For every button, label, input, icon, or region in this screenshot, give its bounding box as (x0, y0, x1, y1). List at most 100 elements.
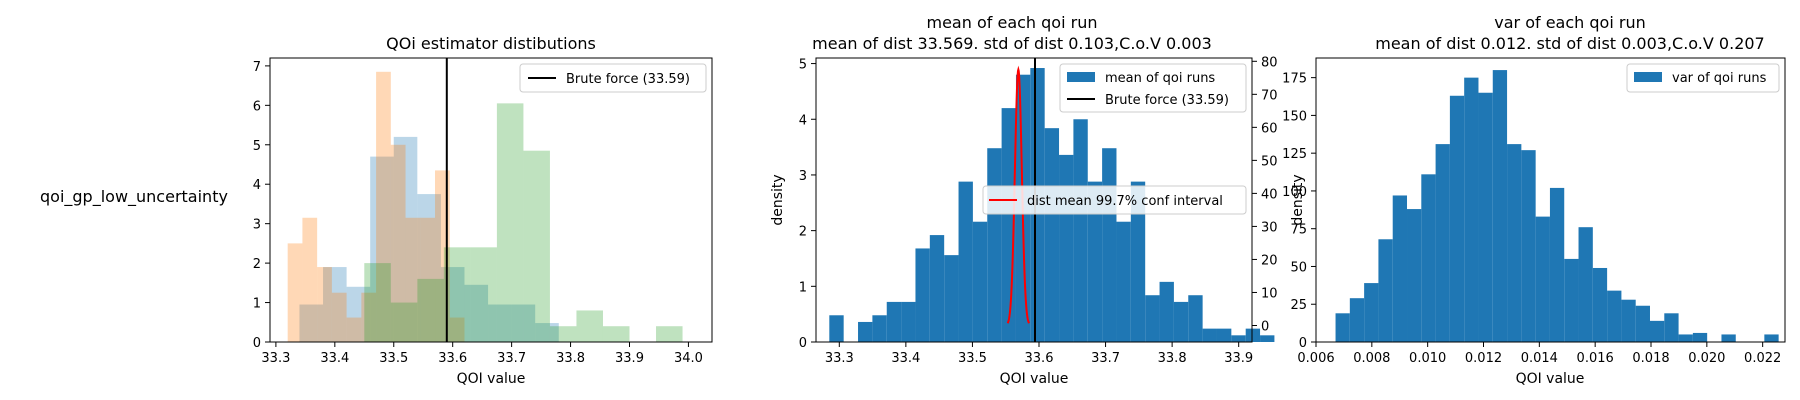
histogram-bar (302, 217, 318, 342)
y-tick-label: 6 (253, 99, 261, 114)
y-tick-label: 1 (799, 280, 807, 295)
legend-box (1059, 63, 1247, 113)
y-tick-label: 4 (253, 178, 261, 193)
histogram-bar (1607, 290, 1622, 342)
x-tick-label: 33.5 (958, 351, 987, 366)
histogram-bar (1664, 313, 1679, 342)
y-tick-label: 50 (1290, 260, 1307, 275)
legend-box (519, 63, 707, 93)
histogram-bar (958, 181, 973, 342)
histogram-bar (346, 286, 371, 342)
histogram-bar (1478, 92, 1493, 342)
x-tick-label: 33.5 (379, 351, 408, 366)
legend-label: mean of qoi runs (1105, 71, 1215, 86)
histogram-bar (1216, 328, 1232, 342)
histogram-bar (1102, 148, 1117, 342)
x-tick-label: 0.018 (1632, 351, 1669, 366)
histogram-bar (1649, 320, 1665, 342)
histogram-bar (1678, 334, 1693, 342)
histogram-bar (1044, 128, 1060, 342)
histogram-bar (449, 317, 465, 342)
histogram-bar (1407, 209, 1422, 342)
y-tick-label: 150 (1282, 109, 1307, 124)
histogram-bar (405, 217, 421, 342)
histogram-bar (299, 304, 324, 342)
histogram-bar (417, 278, 444, 342)
histogram-bar (972, 221, 988, 342)
histogram-bar (1349, 298, 1365, 342)
y-tick-label: 0 (1299, 336, 1307, 351)
y-tick-label: 125 (1282, 147, 1307, 162)
y-tick-label: 175 (1282, 72, 1307, 87)
y2-tick-label: 40 (1261, 187, 1278, 202)
histogram-bar (1202, 328, 1217, 342)
legend-box (982, 185, 1247, 215)
histogram-bar (488, 304, 512, 342)
histogram-bar (523, 150, 550, 342)
histogram-bar (1435, 144, 1450, 342)
histogram-bar (1087, 181, 1103, 342)
histogram-bar (1231, 335, 1246, 342)
histogram-bar (872, 315, 887, 342)
histogram-bar (1721, 334, 1736, 342)
histogram-bar (1378, 239, 1393, 342)
plot-frame (1315, 57, 1786, 343)
x-tick-label: 33.6 (1025, 351, 1054, 366)
histogram-bar (1507, 144, 1522, 342)
histogram-bar (470, 247, 497, 342)
chart-title: mean of each qoi run (927, 13, 1098, 32)
x-axis-label: QOI value (457, 371, 526, 387)
chart-subtitle: mean of dist 33.569. std of dist 0.103,C… (812, 34, 1212, 53)
legend-swatch-var (1634, 72, 1662, 82)
legend: mean of qoi runs Brute force (33.59) (1059, 63, 1247, 113)
histogram-bar (915, 248, 930, 342)
y-tick-label: 75 (1290, 223, 1307, 238)
row-label: qoi_gp_low_uncertainty (40, 187, 228, 206)
y2-tick-label: 0 (1261, 319, 1269, 334)
histogram-bar (1173, 301, 1189, 342)
legend-conf-interval: dist mean 99.7% conf interval (982, 185, 1247, 215)
y-tick-label: 100 (1282, 185, 1307, 200)
histogram-bar (364, 263, 391, 342)
legend-label: var of qoi runs (1672, 71, 1767, 86)
histogram-bar (944, 255, 959, 342)
histogram-bar (886, 301, 902, 342)
histogram-bar (317, 267, 332, 342)
y-tick-label: 3 (799, 169, 807, 184)
histogram-bar (1116, 221, 1131, 342)
x-tick-label: 0.008 (1353, 351, 1390, 366)
histogram-bar (1188, 295, 1203, 342)
plot-frame (815, 57, 1253, 343)
histogram-bar (1564, 258, 1579, 342)
y-tick-label: 1 (253, 297, 261, 312)
histogram-bar (376, 71, 391, 343)
histogram-bar (1073, 119, 1088, 342)
y2-tick-label: 30 (1261, 220, 1278, 235)
histogram-bar (1764, 334, 1779, 342)
y-tick-label: 25 (1290, 298, 1307, 313)
histogram-bar (1492, 70, 1508, 342)
histogram-bar (331, 292, 347, 342)
y2-tick-label: 80 (1261, 55, 1278, 70)
x-axis-label: QOI value (1000, 371, 1069, 387)
x-tick-label: 33.9 (615, 351, 644, 366)
histogram-bar (656, 326, 683, 342)
y-tick-label: 4 (799, 113, 807, 128)
var-of-runs-chart: var of each qoi run mean of dist 0.012. … (1282, 13, 1786, 387)
histogram-bar (1578, 227, 1593, 342)
histogram-bar (1535, 216, 1550, 342)
histogram-bar (1621, 299, 1636, 342)
histogram-bar (390, 302, 418, 342)
x-axis-label: QOI value (1516, 371, 1585, 387)
x-tick-label: 33.9 (1224, 351, 1253, 366)
y-tick-label: 2 (253, 257, 261, 272)
histogram-bar (858, 321, 873, 342)
legend-box (1626, 63, 1780, 93)
histogram-bar (1260, 335, 1275, 342)
x-tick-label: 0.010 (1409, 351, 1446, 366)
x-tick-label: 0.016 (1577, 351, 1614, 366)
histogram-bar (602, 326, 630, 342)
histogram-bar (1364, 283, 1379, 342)
legend-label: Brute force (33.59) (1105, 93, 1229, 108)
